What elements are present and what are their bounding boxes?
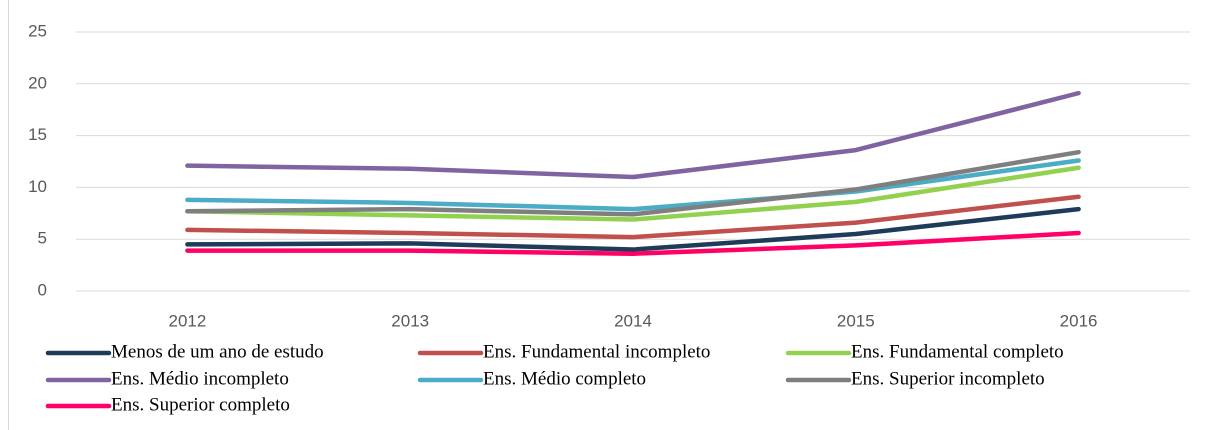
legend-label: Ens. Fundamental completo bbox=[851, 341, 1064, 362]
legend-label: Ens. Fundamental incompleto bbox=[483, 341, 710, 362]
legend-label: Ens. Superior completo bbox=[111, 394, 290, 415]
y-tick-label: 15 bbox=[28, 125, 47, 144]
series-line bbox=[185, 194, 1081, 240]
x-tick-label: 2013 bbox=[391, 311, 429, 330]
series-line bbox=[185, 90, 1081, 180]
legend-label: Menos de um ano de estudo bbox=[111, 341, 324, 362]
y-tick-label: 10 bbox=[28, 177, 47, 196]
y-tick-label: 25 bbox=[28, 21, 47, 40]
lines bbox=[185, 90, 1081, 256]
series-line bbox=[185, 230, 1081, 256]
series-line bbox=[185, 206, 1081, 252]
grid: 0 5 10 15 20 25 2012 2013 2014 2015 2016 bbox=[28, 21, 1190, 330]
y-tick-label: 5 bbox=[38, 229, 47, 248]
series-line bbox=[185, 158, 1081, 212]
legend: Menos de um ano de estudo Ens. Fundamenta… bbox=[45, 341, 1064, 415]
legend-label: Ens. Médio completo bbox=[483, 368, 646, 389]
legend-label: Ens. Médio incompleto bbox=[111, 368, 289, 389]
series-line bbox=[185, 149, 1081, 217]
series-line bbox=[185, 165, 1081, 222]
x-tick-label: 2015 bbox=[837, 311, 875, 330]
legend-label: Ens. Superior incompleto bbox=[851, 368, 1045, 389]
x-tick-label: 2012 bbox=[168, 311, 206, 330]
x-tick-label: 2014 bbox=[614, 311, 652, 330]
y-tick-label: 20 bbox=[28, 73, 47, 92]
x-tick-label: 2016 bbox=[1060, 311, 1098, 330]
y-tick-label: 0 bbox=[38, 280, 47, 299]
